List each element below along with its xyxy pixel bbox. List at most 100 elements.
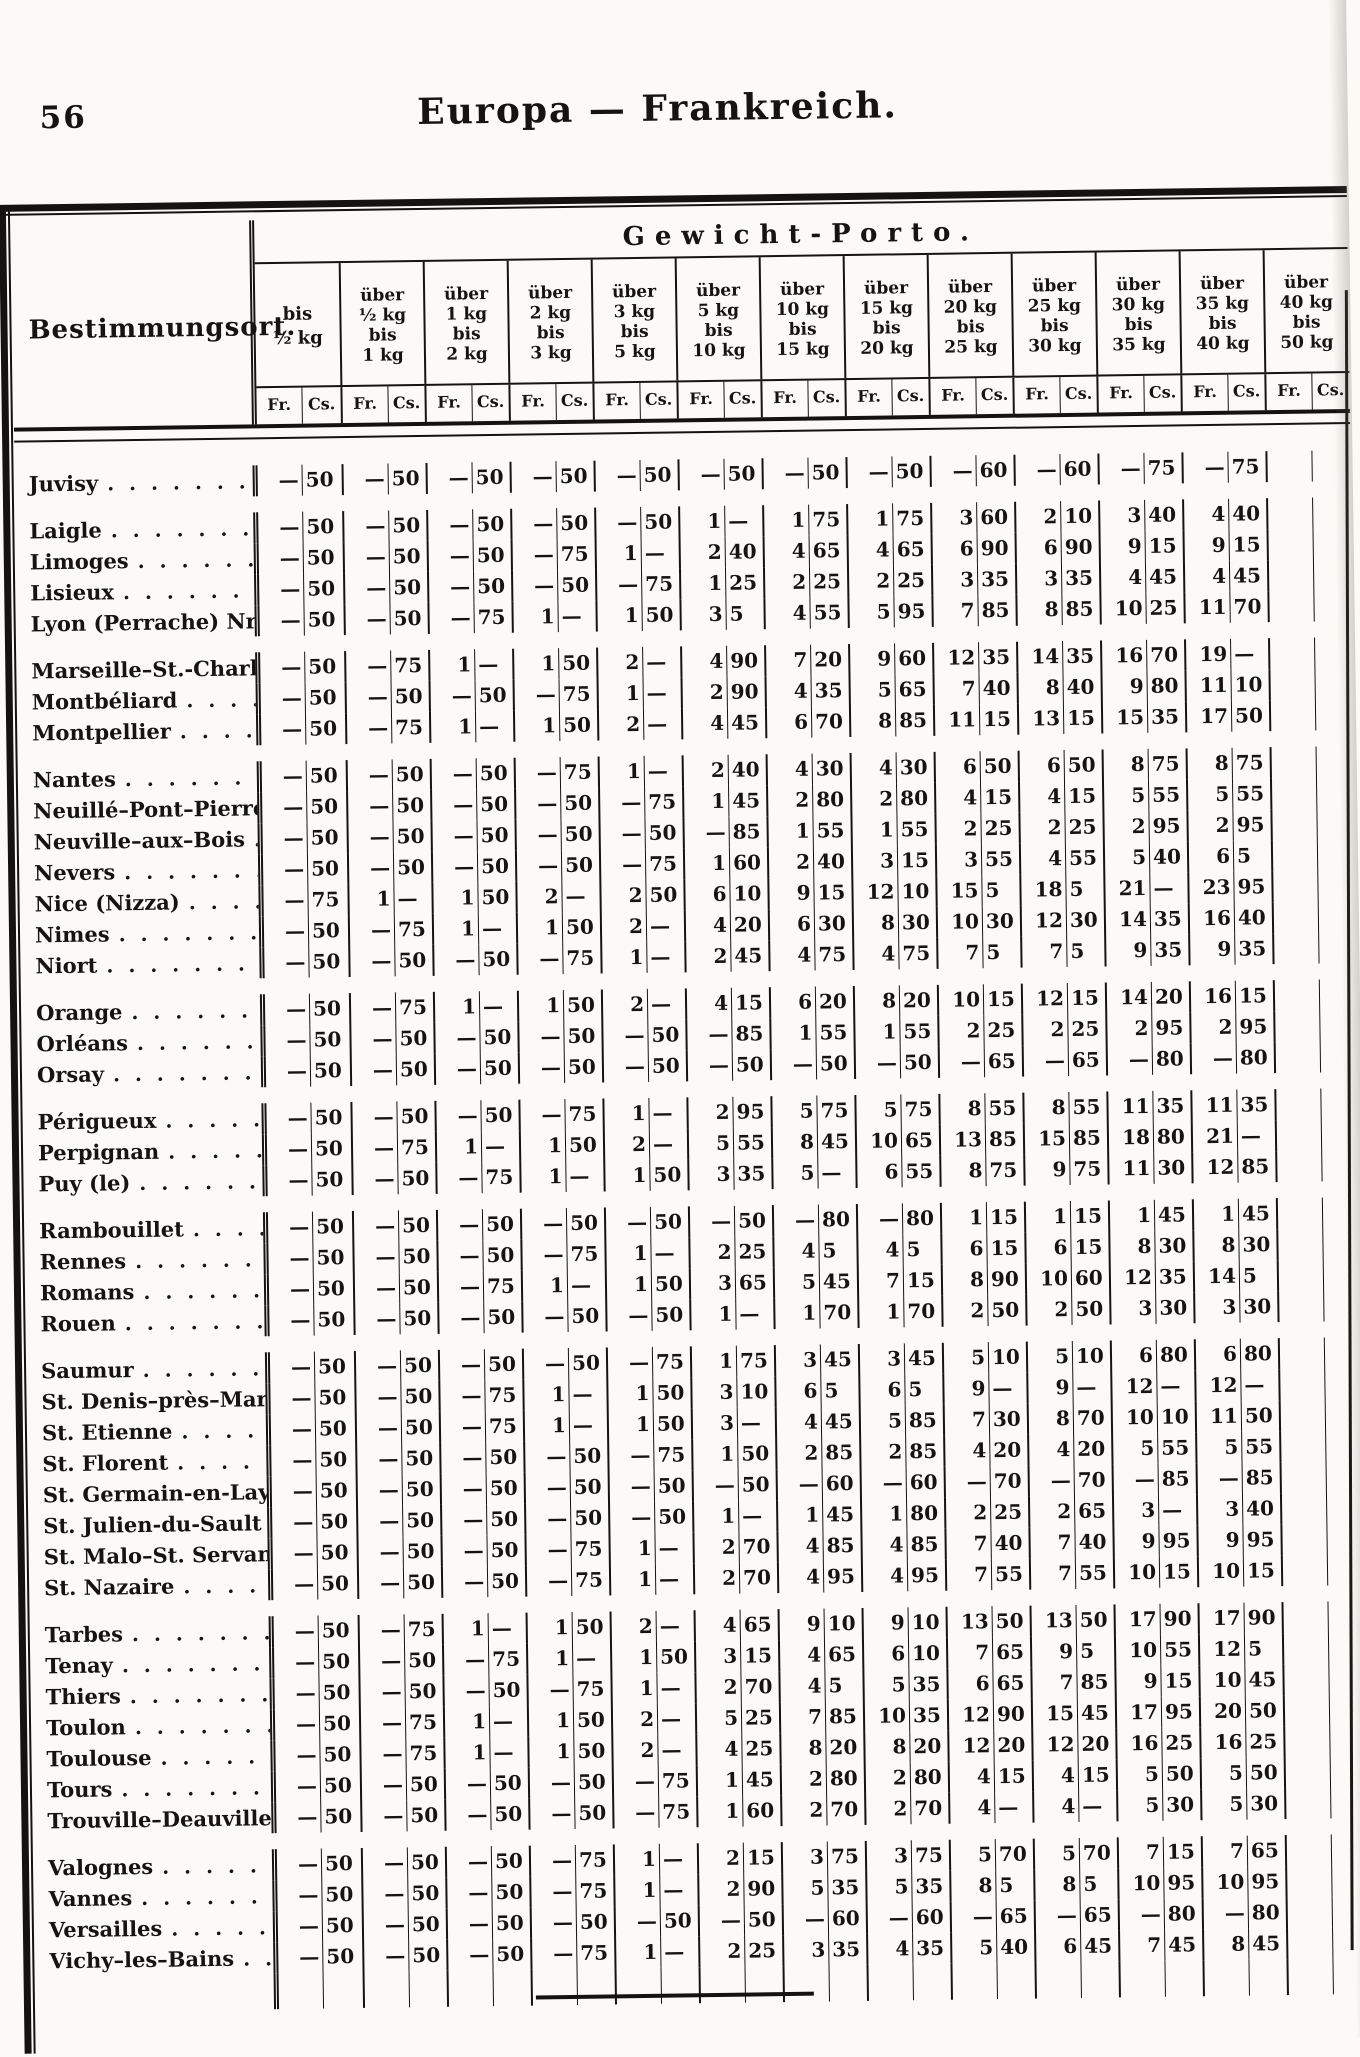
centimes-value: 40 (1145, 499, 1182, 531)
francs-value: — (1183, 452, 1228, 484)
francs-value: — (362, 1769, 407, 1801)
francs-value: 10 (1027, 1263, 1072, 1295)
porto-cell (1282, 1663, 1360, 1695)
porto-cell: 1— (602, 1097, 686, 1129)
centimes-value: 75 (1070, 1153, 1107, 1185)
francs-value: 2 (1104, 811, 1149, 843)
francs-value: 1 (513, 601, 558, 633)
francs-value: 16 (1190, 903, 1235, 935)
francs-value: 4 (697, 1734, 742, 1766)
destination-cell: St. Julien-du-Sault. . . . . . . . . . .… (29, 1507, 272, 1541)
porto-cell: —50 (520, 1208, 604, 1240)
centimes-value: 50 (575, 1766, 612, 1798)
centimes-value: 30 (1155, 1230, 1192, 1262)
centimes-value: 85 (906, 1436, 943, 1468)
centimes-value: 55 (1069, 1091, 1106, 1123)
centimes-value: 85 (1070, 1122, 1107, 1154)
francs-value: 2 (1027, 1294, 1072, 1326)
centimes-value: 50 (402, 1443, 439, 1475)
centimes-value: 95 (908, 1560, 945, 1592)
francs-value: 3 (691, 1268, 736, 1300)
centimes-value: 55 (1066, 843, 1103, 875)
porto-cell: —50 (270, 1382, 354, 1414)
destination-cell: Toulon. . . . . . . . . . . . (32, 1709, 275, 1743)
centimes-value: — (482, 1131, 519, 1163)
francs-value: — (440, 1349, 485, 1381)
centimes-value: 35 (1063, 641, 1100, 673)
dot-leader: . . . . . . . . . . . . (184, 1216, 264, 1241)
centimes-value: 50 (981, 751, 1018, 783)
porto-cell: —50 (593, 459, 677, 491)
centimes-value: 35 (1151, 903, 1188, 935)
francs-value: 4 (1184, 499, 1229, 531)
centimes-value: 75 (1233, 747, 1270, 779)
francs-value: 10 (939, 984, 984, 1016)
centimes-value: 75 (558, 539, 595, 571)
porto-cell: —75 (359, 1738, 443, 1770)
francs-value: 2 (1023, 1014, 1068, 1046)
francs-value: 6 (1036, 1931, 1081, 1963)
francs-value: 1 (852, 814, 897, 846)
centimes-value: — (1231, 638, 1268, 670)
francs-value: — (360, 1614, 405, 1646)
centimes-value: 70 (1080, 1837, 1117, 1869)
centimes-value (913, 1964, 950, 2001)
francs-value: — (526, 1503, 571, 1535)
porto-cell: —50 (432, 944, 516, 976)
weight-header-line: bis (1013, 316, 1095, 337)
centimes-value: 85 (1159, 1463, 1196, 1495)
centimes-value: 90 (994, 1699, 1031, 1731)
centimes-value: 50 (654, 1408, 691, 1440)
francs-value: 6 (685, 879, 730, 911)
francs-value: 1 (685, 848, 730, 880)
francs-value: — (272, 1507, 317, 1539)
francs-value: — (274, 1678, 319, 1710)
francs-value: — (275, 1709, 320, 1741)
francs-value: 4 (1020, 781, 1065, 813)
porto-cell: —50 (446, 1908, 530, 1940)
porto-cell: —50 (271, 1413, 355, 1445)
francs-value (1273, 871, 1318, 903)
centimes-value (410, 1971, 447, 2008)
destination-cell: Tours. . . . . . . . . . . . (33, 1771, 276, 1805)
francs-value: — (432, 789, 477, 821)
centimes-value: — (476, 711, 513, 743)
centimes-value: 40 (1235, 902, 1272, 934)
francs-value: 1 (775, 1298, 820, 1330)
centimes-value: — (569, 1379, 606, 1411)
francs-value: — (513, 570, 558, 602)
porto-cell: —50 (349, 1023, 433, 1055)
francs-value (952, 1963, 997, 2000)
dot-leader: . . . . . . . . . . . . (114, 578, 255, 604)
centimes-value: 40 (1150, 841, 1187, 873)
francs-value: 7 (766, 645, 811, 677)
francs-value: 8 (865, 1731, 910, 1763)
francs-value: 1 (610, 1533, 655, 1565)
centimes-value: 50 (390, 603, 427, 635)
francs-value: — (868, 1902, 913, 1934)
francs-value (1284, 1663, 1329, 1695)
francs-value: 4 (777, 1407, 822, 1439)
francs-value: 7 (1031, 1558, 1076, 1590)
porto-cell: —75 (595, 568, 679, 600)
porto-cell: —50 (361, 1878, 445, 1910)
